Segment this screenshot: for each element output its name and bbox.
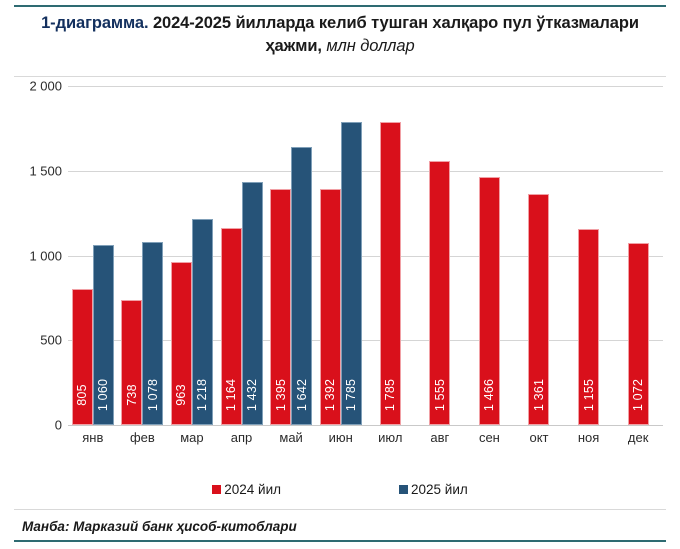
bar-сен-2024-йил[interactable]: 1 466 xyxy=(478,176,500,425)
bar-июл-2024-йил[interactable]: 1 785 xyxy=(379,122,401,425)
x-axis-tick-label: май xyxy=(279,430,303,445)
bar-value-label: 1 361 xyxy=(531,378,546,412)
legend-label: 2024 йил xyxy=(224,482,281,497)
bar-value-label: 1 392 xyxy=(323,378,338,412)
bar-value-label: 1 072 xyxy=(631,378,646,412)
legend-divider xyxy=(14,509,666,510)
bar-groups: 805 1 060 738 1 078 963 1 218 1 164 1 432 1 395 1… xyxy=(68,86,663,425)
bar-фев-2024-йил[interactable]: 738 xyxy=(121,299,143,425)
title-main-text: 2024-2025 йилларда келиб тушган халқаро … xyxy=(148,14,639,56)
x-axis-tick-label: авг xyxy=(430,430,450,445)
x-axis-tick-label: сен xyxy=(478,430,500,445)
x-axis-tick-label: июл xyxy=(378,430,403,445)
y-axis-tick-label: 1 000 xyxy=(29,248,62,263)
bar-май-2024-йил[interactable]: 1 395 xyxy=(270,188,292,425)
x-axis-tick-label: мар xyxy=(180,430,204,445)
bar-group: 1 164 1 432 xyxy=(217,86,267,425)
bar-group: 805 1 060 xyxy=(68,86,118,425)
plot-area: 0 500 1 000 1 500 2 000 805 1 060 738 1 078 963 1… xyxy=(0,79,680,446)
bar-мар-2025-йил[interactable]: 1 218 xyxy=(191,218,213,425)
bar-group: 963 1 218 xyxy=(167,86,217,425)
x-axis-tick-label: фев xyxy=(129,430,155,445)
x-axis-tick-label: янв xyxy=(82,430,104,445)
x-axis-tick-label: ноя xyxy=(577,430,600,445)
source-note: Манба: Марказий банк ҳисоб-китоблари xyxy=(22,519,297,534)
bar-мар-2024-йил[interactable]: 963 xyxy=(170,261,192,425)
bar-value-label: 738 xyxy=(124,384,139,406)
x-axis-tick-label: дек xyxy=(627,430,649,445)
legend-swatch-icon xyxy=(399,485,408,494)
bar-value-label: 1 164 xyxy=(224,378,239,412)
bar-group: 1 392 1 785 xyxy=(316,86,366,425)
bar-value-label: 805 xyxy=(75,384,90,406)
bar-апр-2025-йил[interactable]: 1 432 xyxy=(241,182,263,425)
bar-окт-2024-йил[interactable]: 1 361 xyxy=(528,194,550,425)
title-unit-text: млн доллар xyxy=(321,37,415,56)
bar-value-label: 963 xyxy=(174,384,189,406)
bar-group: 1 072 xyxy=(613,86,663,425)
gridline xyxy=(68,170,663,172)
page-title: 1-диаграмма. 2024-2025 йилларда келиб ту… xyxy=(26,12,654,59)
y-axis-tick-label: 0 xyxy=(54,417,62,433)
bar-value-label: 1 078 xyxy=(145,378,160,412)
bar-value-label: 1 555 xyxy=(432,378,447,412)
bar-янв-2025-йил[interactable]: 1 060 xyxy=(92,245,114,425)
gridlines xyxy=(68,86,663,426)
bar-value-label: 1 432 xyxy=(245,378,260,412)
gridline xyxy=(68,255,663,257)
bar-value-label: 1 466 xyxy=(482,378,497,412)
x-axis-tick-label: июн xyxy=(328,430,353,445)
bar-авг-2024-йил[interactable]: 1 555 xyxy=(429,161,451,425)
bar-апр-2024-йил[interactable]: 1 164 xyxy=(220,227,242,425)
bar-ноя-2024-йил[interactable]: 1 155 xyxy=(578,229,600,425)
bottom-divider xyxy=(14,540,666,542)
bar-июн-2025-йил[interactable]: 1 785 xyxy=(340,122,362,425)
y-axis-tick-label: 1 500 xyxy=(29,163,62,179)
top-divider xyxy=(14,5,666,7)
bar-group: 1 361 xyxy=(514,86,564,425)
legend-item[interactable]: 2025 йил xyxy=(399,482,468,497)
chart-legend: 2024 йил 2025 йил xyxy=(0,482,680,497)
bar-group: 1 155 xyxy=(564,86,614,425)
y-axis-tick-label: 2 000 xyxy=(29,78,62,94)
bar-value-label: 1 785 xyxy=(383,378,398,412)
x-axis-tick-label: апр xyxy=(230,430,253,445)
legend-item[interactable]: 2024 йил xyxy=(212,482,281,497)
bar-value-label: 1 395 xyxy=(273,378,288,412)
bar-value-label: 1 642 xyxy=(294,378,309,412)
x-axis-tick-label: окт xyxy=(529,430,549,445)
gridline xyxy=(68,86,663,87)
bar-group: 1 395 1 642 xyxy=(266,86,316,425)
bar-фев-2025-йил[interactable]: 1 078 xyxy=(142,242,164,425)
bar-value-label: 1 155 xyxy=(581,378,596,412)
bar-group: 1 555 xyxy=(415,86,465,425)
legend-label: 2025 йил xyxy=(411,482,468,497)
bar-group: 738 1 078 xyxy=(118,86,168,425)
bar-июн-2024-йил[interactable]: 1 392 xyxy=(319,189,341,425)
bar-group: 1 785 xyxy=(365,86,415,425)
bar-май-2025-йил[interactable]: 1 642 xyxy=(291,146,313,425)
title-divider xyxy=(14,76,666,77)
legend-swatch-icon xyxy=(212,485,222,494)
axis-baseline xyxy=(68,425,663,426)
bar-value-label: 1 060 xyxy=(96,378,111,412)
bar-дек-2024-йил[interactable]: 1 072 xyxy=(627,243,649,425)
x-axis: янв фев мар апр май июн июл авг сен окт ноя дек xyxy=(68,430,663,445)
gridline xyxy=(68,340,663,342)
bar-value-label: 1 218 xyxy=(195,378,210,412)
bar-group: 1 466 xyxy=(465,86,515,425)
bar-value-label: 1 785 xyxy=(344,378,359,412)
y-axis-tick-label: 500 xyxy=(40,332,62,348)
title-figure-number: 1-диаграмма. xyxy=(41,14,149,32)
y-axis: 0 500 1 000 1 500 2 000 xyxy=(0,79,62,433)
bar-янв-2024-йил[interactable]: 805 xyxy=(71,288,93,425)
